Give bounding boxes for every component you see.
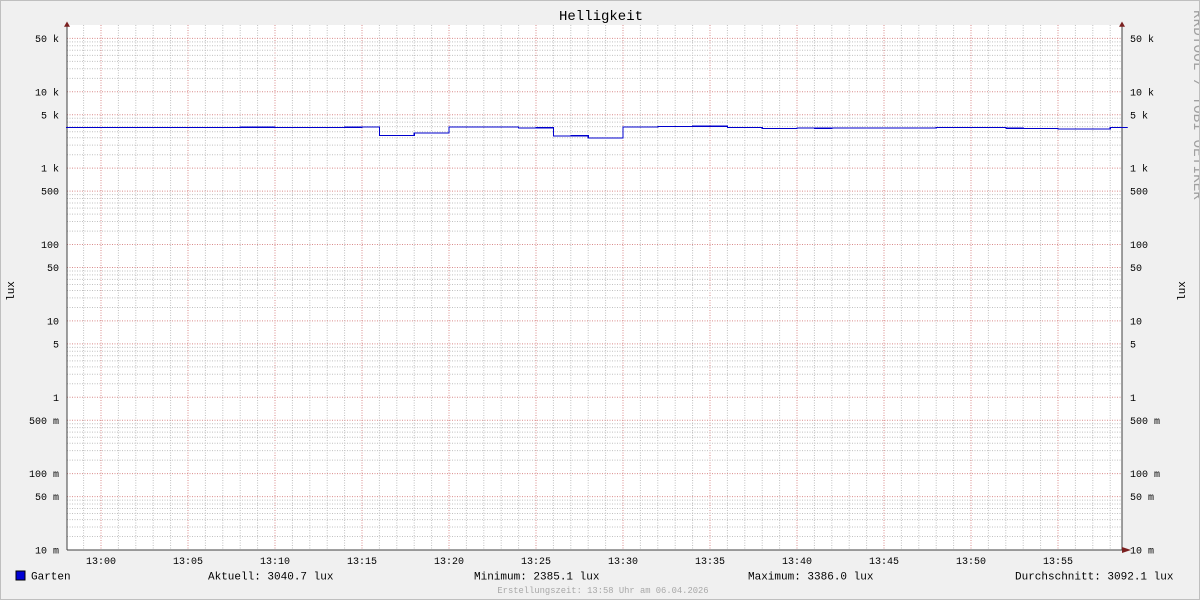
svg-text:100: 100 [1130, 241, 1148, 252]
svg-text:1: 1 [1130, 394, 1136, 405]
svg-text:10: 10 [47, 317, 59, 328]
svg-text:100: 100 [41, 241, 59, 252]
svg-text:Helligkeit: Helligkeit [559, 9, 643, 25]
svg-text:13:20: 13:20 [434, 557, 464, 568]
svg-text:500: 500 [41, 188, 59, 199]
svg-text:500: 500 [1130, 188, 1148, 199]
svg-text:10 k: 10 k [1130, 87, 1154, 99]
svg-text:Maximum: 3386.0 lux: Maximum: 3386.0 lux [748, 572, 874, 584]
svg-text:500 m: 500 m [1130, 417, 1160, 428]
svg-text:1 k: 1 k [1130, 164, 1148, 176]
svg-text:13:00: 13:00 [86, 557, 116, 568]
svg-text:100 m: 100 m [1130, 470, 1160, 481]
svg-text:50 k: 50 k [35, 34, 59, 46]
svg-text:10 m: 10 m [35, 547, 59, 558]
svg-text:Garten: Garten [31, 572, 71, 584]
svg-text:500 m: 500 m [29, 417, 59, 428]
svg-text:50 m: 50 m [35, 493, 59, 504]
svg-text:13:40: 13:40 [782, 557, 812, 568]
svg-text:50 k: 50 k [1130, 34, 1154, 46]
svg-text:5: 5 [53, 340, 59, 351]
svg-text:13:35: 13:35 [695, 557, 725, 568]
svg-text:13:50: 13:50 [956, 557, 986, 568]
svg-text:Minimum: 2385.1 lux: Minimum: 2385.1 lux [474, 572, 600, 584]
svg-text:13:25: 13:25 [521, 557, 551, 568]
svg-text:Erstellungszeit: 13:58 Uhr am: Erstellungszeit: 13:58 Uhr am 06.04.2026 [497, 586, 708, 596]
svg-text:13:10: 13:10 [260, 557, 290, 568]
svg-text:5: 5 [1130, 340, 1136, 351]
svg-text:50: 50 [1130, 264, 1142, 275]
svg-text:10: 10 [1130, 317, 1142, 328]
svg-text:100 m: 100 m [29, 470, 59, 481]
svg-text:lux: lux [6, 281, 18, 301]
svg-text:1 k: 1 k [41, 164, 59, 176]
svg-text:13:05: 13:05 [173, 557, 203, 568]
svg-text:5 k: 5 k [1130, 110, 1148, 122]
svg-text:Durchschnitt: 3092.1 lux: Durchschnitt: 3092.1 lux [1015, 572, 1174, 584]
svg-text:10 m: 10 m [1130, 547, 1154, 558]
svg-text:lux: lux [1177, 281, 1189, 301]
svg-text:1: 1 [53, 394, 59, 405]
svg-text:50 m: 50 m [1130, 493, 1154, 504]
svg-text:13:30: 13:30 [608, 557, 638, 568]
svg-text:50: 50 [47, 264, 59, 275]
svg-text:5 k: 5 k [41, 110, 59, 122]
svg-text:Aktuell: 3040.7 lux: Aktuell: 3040.7 lux [208, 572, 334, 584]
svg-text:13:55: 13:55 [1043, 557, 1073, 568]
svg-text:10 k: 10 k [35, 87, 59, 99]
svg-text:13:45: 13:45 [869, 557, 899, 568]
svg-text:RRDTOOL / TOBI OETIKER: RRDTOOL / TOBI OETIKER [1189, 10, 1200, 200]
svg-text:13:15: 13:15 [347, 557, 377, 568]
